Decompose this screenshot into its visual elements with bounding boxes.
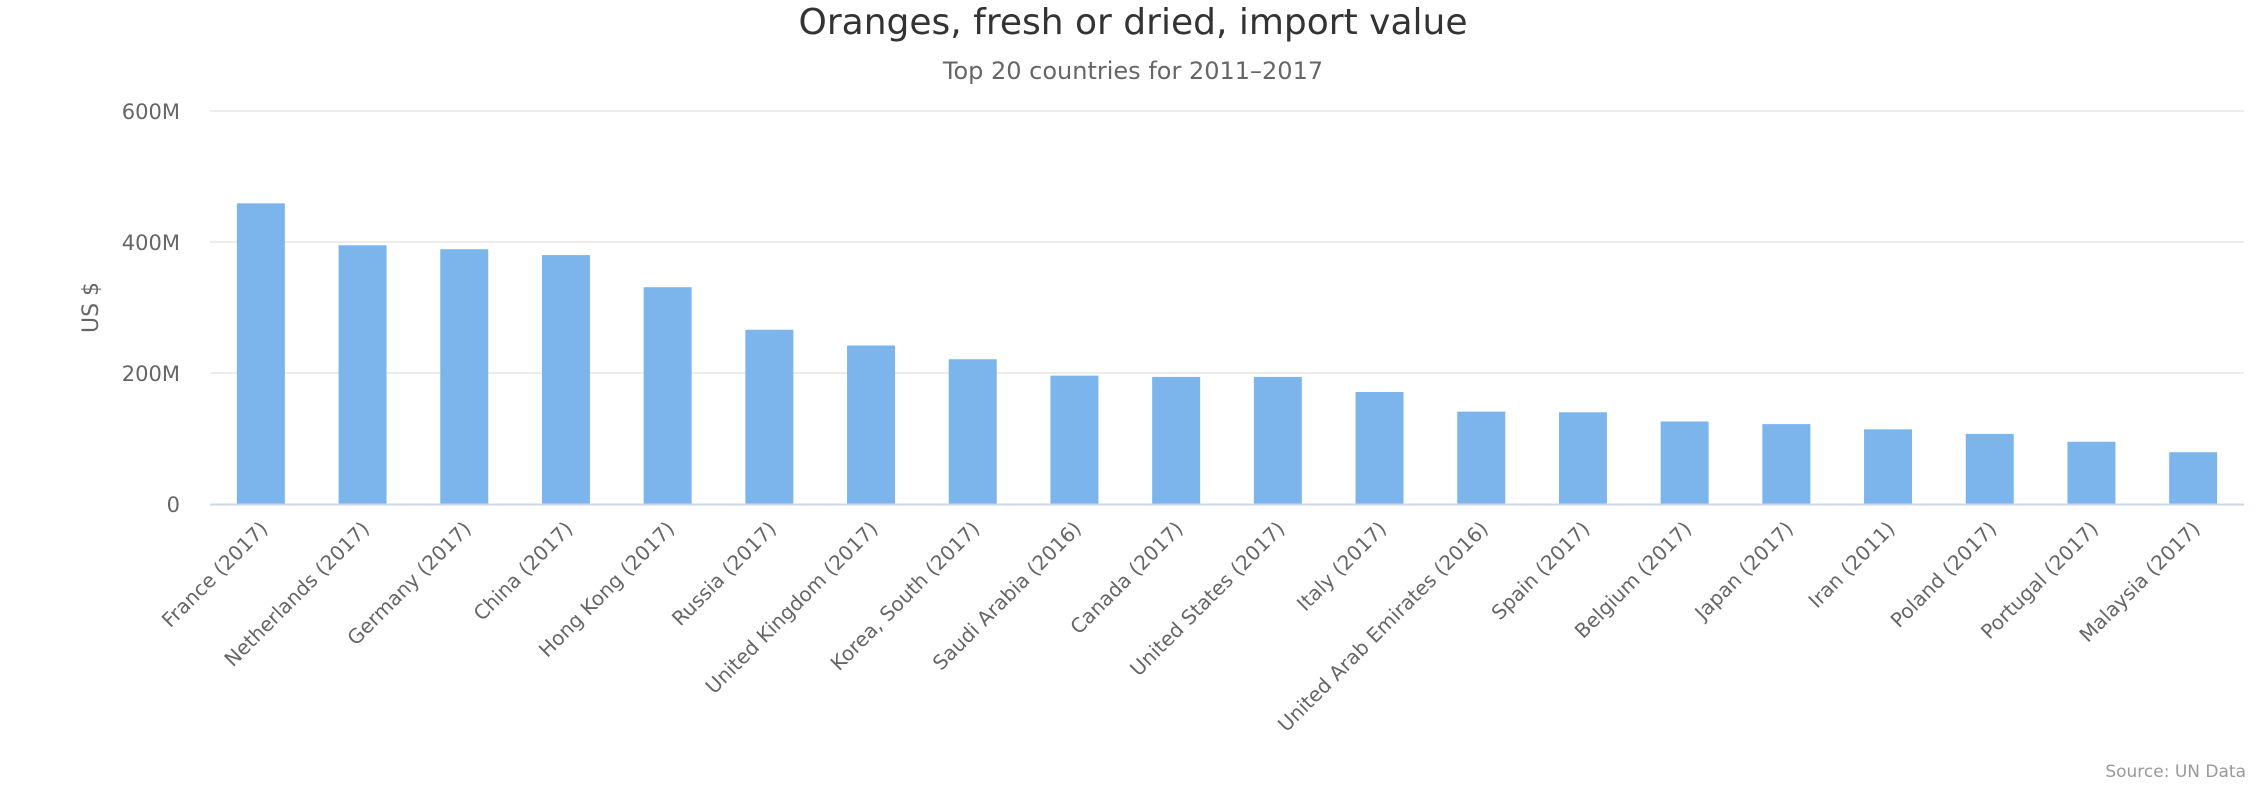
y-tick-label: 0 (167, 493, 180, 517)
bar[interactable] (1355, 391, 1404, 504)
y-tick-label: 200M (122, 362, 180, 386)
bar[interactable] (1762, 424, 1811, 504)
x-tick-label: Russia (2017) (667, 517, 781, 631)
x-tick-label: Spain (2017) (1486, 517, 1594, 625)
x-tick-label: China (2017) (469, 517, 578, 626)
bar[interactable] (948, 359, 997, 504)
bars (236, 203, 2218, 505)
bar[interactable] (643, 287, 692, 504)
bar[interactable] (541, 255, 590, 504)
x-tick-label: United Kingdom (2017) (701, 517, 883, 699)
bar[interactable] (1965, 433, 2014, 504)
bar[interactable] (1864, 429, 1913, 504)
bar[interactable] (847, 345, 896, 504)
chart-title: Oranges, fresh or dried, import value (798, 2, 1468, 43)
x-tick-label: United Arab Emirates (2016) (1273, 517, 1493, 737)
bar[interactable] (1050, 375, 1099, 504)
bar[interactable] (1660, 421, 1709, 504)
credits[interactable]: Source: UN Data (2105, 762, 2246, 782)
chart-subtitle: Top 20 countries for 2011–2017 (942, 57, 1324, 85)
x-tick-label: Japan (2017) (1689, 517, 1798, 626)
bar[interactable] (1253, 376, 1302, 504)
y-tick-label: 600M (122, 100, 180, 124)
y-axis-ticks: 0 200M 400M 600M (122, 100, 180, 517)
grid-lines (210, 110, 2244, 374)
x-tick-label: Iran (2011) (1803, 517, 1899, 613)
bar[interactable] (236, 203, 285, 505)
bar[interactable] (440, 249, 489, 504)
y-tick-label: 400M (122, 231, 180, 255)
x-tick-label: France (2017) (157, 517, 273, 633)
bar[interactable] (2067, 441, 2116, 504)
bar[interactable] (1558, 412, 1607, 504)
bar[interactable] (2169, 452, 2218, 504)
x-axis-ticks: France (2017)Netherlands (2017)Germany (… (157, 517, 2205, 737)
bar[interactable] (1457, 411, 1506, 504)
bar[interactable] (1152, 376, 1201, 504)
bar[interactable] (338, 245, 387, 504)
x-tick-label: Poland (2017) (1886, 517, 2002, 633)
x-tick-label: Italy (2017) (1292, 517, 1391, 616)
bar[interactable] (745, 329, 794, 504)
y-axis-title: US $ (79, 282, 104, 333)
